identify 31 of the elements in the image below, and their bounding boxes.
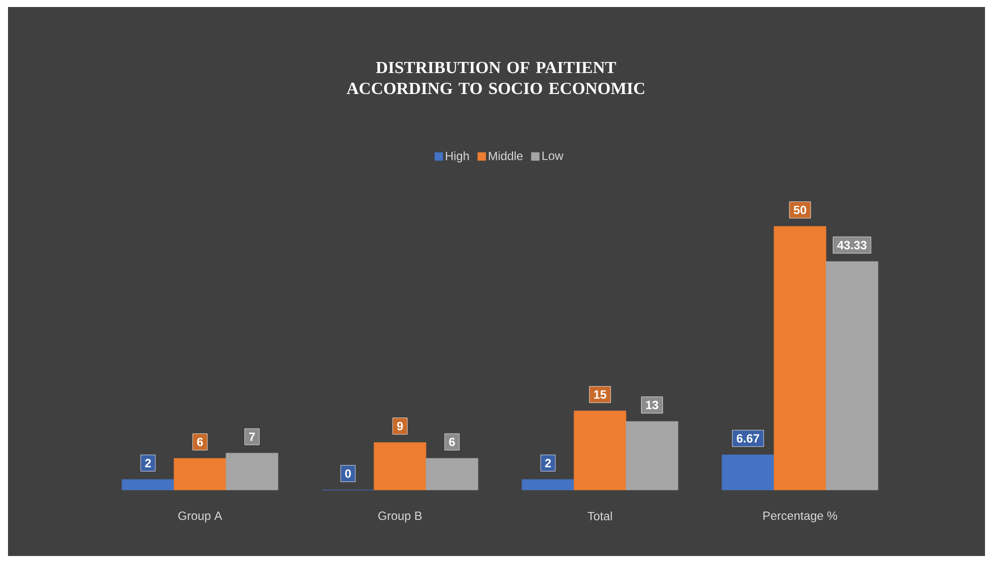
data-label: 0	[345, 469, 351, 478]
data-label: 9	[397, 422, 403, 430]
x-tick-label: Percentage %	[763, 512, 838, 522]
data-label: 7	[249, 432, 255, 441]
bar	[574, 410, 626, 490]
bar	[826, 261, 878, 490]
data-label: 50	[794, 206, 806, 214]
bar	[426, 458, 478, 490]
bar	[626, 421, 678, 490]
bar	[174, 458, 226, 490]
bar	[722, 454, 774, 490]
data-label: 2	[145, 458, 151, 468]
x-tick-label: Total	[588, 512, 612, 520]
bar	[522, 479, 574, 490]
legend-label: Low	[542, 152, 564, 160]
chart-title: DISTRIBUTION OF PAITIENT ACCORDING TO SOCIO ECONOMIC	[346, 62, 644, 94]
bar	[374, 442, 426, 490]
bar	[122, 479, 174, 490]
legend-label: High	[446, 151, 469, 163]
data-label: 6.67	[736, 434, 760, 443]
data-label: 6	[449, 438, 455, 446]
x-tick-label: Group A	[178, 512, 222, 522]
bar	[774, 226, 826, 490]
bar	[226, 452, 278, 490]
data-label: 2	[545, 458, 551, 468]
data-label: 43.33	[837, 240, 867, 250]
legend-label: Middle	[488, 151, 523, 160]
data-label: 6	[197, 438, 203, 446]
x-tick-label: Group B	[378, 512, 422, 522]
data-label: 15	[594, 390, 606, 399]
data-label: 13	[646, 400, 658, 410]
